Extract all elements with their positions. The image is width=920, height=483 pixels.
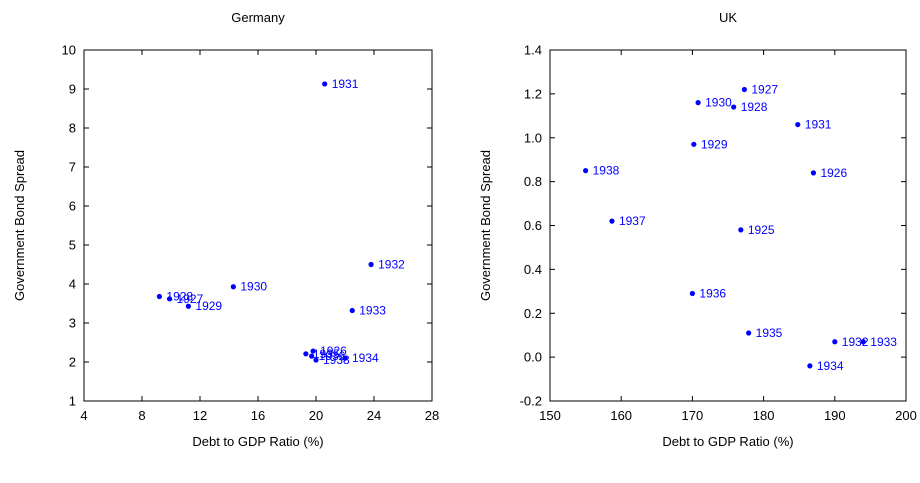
uk-point-label-1933: 1933 bbox=[870, 335, 897, 349]
uk-y-tick-label: 1.4 bbox=[524, 43, 542, 58]
uk-point-label-1935: 1935 bbox=[756, 326, 783, 340]
uk-point-1930 bbox=[695, 100, 701, 106]
uk-point-1933 bbox=[860, 339, 866, 345]
uk-chart-title: UK bbox=[719, 10, 737, 25]
uk-point-label-1931: 1931 bbox=[805, 118, 832, 132]
germany-y-tick-label: 9 bbox=[69, 82, 76, 97]
germany-point-1934 bbox=[342, 355, 348, 361]
uk-point-1931 bbox=[795, 121, 801, 128]
germany-y-tick-label: 4 bbox=[69, 277, 76, 292]
germany-point-1928 bbox=[156, 293, 162, 300]
germany-y-axis-label: Government Bond Spread bbox=[12, 150, 27, 301]
germany-x-tick-label: 16 bbox=[251, 408, 265, 423]
uk-point-label-1936: 1936 bbox=[699, 287, 726, 301]
uk-point-label-1932: 1932 bbox=[842, 335, 869, 349]
germany-point-label-1938: 1938 bbox=[323, 353, 350, 367]
germany-y-tick-label: 3 bbox=[69, 316, 76, 331]
uk-point-1926 bbox=[810, 170, 817, 176]
germany-chart-title: Germany bbox=[231, 10, 285, 25]
germany-point-label-1932: 1932 bbox=[378, 258, 405, 272]
uk-point-label-1926: 1926 bbox=[820, 166, 847, 180]
uk-x-axis-label: Debt to GDP Ratio (%) bbox=[662, 434, 793, 449]
uk-y-tick-label: 0.0 bbox=[524, 350, 542, 365]
uk-y-tick-label: 0.4 bbox=[524, 262, 542, 277]
uk-y-tick-label: 0.6 bbox=[524, 218, 542, 233]
uk-point-1927 bbox=[741, 86, 747, 93]
uk-point-label-1929: 1929 bbox=[701, 137, 728, 151]
uk-y-tick-label: 1.2 bbox=[524, 86, 542, 101]
uk-point-label-1925: 1925 bbox=[748, 223, 775, 237]
germany-point-1926 bbox=[310, 348, 316, 354]
germany-point-1929 bbox=[185, 303, 191, 309]
uk-point-1925 bbox=[738, 227, 744, 233]
uk-y-tick-label: 1.0 bbox=[524, 130, 542, 145]
germany-point-label-1928: 1928 bbox=[166, 289, 193, 303]
germany-x-tick-label: 20 bbox=[309, 408, 323, 423]
germany-plot-frame bbox=[83, 49, 433, 402]
uk-point-1937 bbox=[609, 218, 615, 224]
germany-x-tick-label: 12 bbox=[193, 408, 207, 423]
germany-point-1931 bbox=[322, 81, 328, 87]
germany-x-tick-label: 28 bbox=[425, 408, 439, 423]
uk-point-label-1928: 1928 bbox=[741, 100, 768, 114]
uk-x-tick-label: 170 bbox=[682, 408, 704, 423]
uk-point-label-1930: 1930 bbox=[705, 96, 732, 110]
germany-point-label-1931: 1931 bbox=[332, 77, 359, 91]
germany-point-label-1927: 1927 bbox=[177, 292, 204, 306]
germany-y-tick-label: 7 bbox=[69, 160, 76, 175]
germany-y-tick-label: 8 bbox=[69, 121, 76, 136]
uk-point-1936 bbox=[689, 290, 696, 297]
germany-point-1927 bbox=[166, 296, 173, 302]
uk-point-label-1938: 1938 bbox=[593, 164, 620, 178]
uk-x-tick-label: 150 bbox=[539, 408, 561, 423]
uk-point-1935 bbox=[746, 330, 752, 336]
germany-x-axis-label: Debt to GDP Ratio (%) bbox=[192, 434, 323, 449]
germany-y-tick-label: 6 bbox=[69, 199, 76, 214]
uk-point-label-1934: 1934 bbox=[817, 359, 844, 373]
germany-x-tick-label: 4 bbox=[80, 408, 87, 423]
uk-point-label-1937: 1937 bbox=[619, 214, 646, 228]
germany-point-1936 bbox=[309, 353, 315, 359]
germany-y-tick-label: 5 bbox=[69, 238, 76, 253]
germany-point-1933 bbox=[349, 307, 355, 314]
uk-point-1929 bbox=[691, 141, 697, 147]
uk-point-1928 bbox=[731, 104, 737, 110]
uk-point-1938 bbox=[583, 168, 589, 174]
uk-chart: UK 150 160 170 180 190 200 -0.2 0.0 0.2 0.4 0.6 0.8 1… bbox=[478, 10, 917, 449]
uk-point-label-1927: 1927 bbox=[751, 82, 778, 96]
uk-y-axis-label: Government Bond Spread bbox=[478, 150, 493, 301]
germany-x-tick-label: 8 bbox=[138, 408, 145, 423]
uk-x-tick-label: 180 bbox=[753, 408, 775, 423]
germany-x-tick-label: 24 bbox=[367, 408, 381, 423]
uk-point-1934 bbox=[807, 363, 813, 369]
germany-point-1932 bbox=[368, 261, 374, 268]
germany-point-1930 bbox=[230, 284, 236, 290]
uk-x-tick-label: 200 bbox=[895, 408, 917, 423]
germany-point-label-1934: 1934 bbox=[352, 351, 379, 365]
germany-point-1938 bbox=[313, 357, 319, 363]
germany-point-1935 bbox=[303, 351, 309, 357]
uk-y-tick-label: 0.8 bbox=[524, 174, 542, 189]
uk-x-tick-label: 160 bbox=[610, 408, 632, 423]
germany-y-tick-label: 2 bbox=[69, 355, 76, 370]
uk-point-1932 bbox=[832, 339, 838, 345]
uk-x-tick-label: 190 bbox=[824, 408, 846, 423]
germany-point-label-1929: 1929 bbox=[195, 299, 222, 313]
germany-point-label-1926: 1926 bbox=[320, 344, 347, 358]
germany-point-label-1936: 1936 bbox=[319, 349, 346, 363]
uk-y-tick-label: 0.2 bbox=[524, 306, 542, 321]
uk-y-tick-label: -0.2 bbox=[520, 394, 542, 409]
germany-point-label-1933: 1933 bbox=[359, 304, 386, 318]
germany-point-label-1930: 1930 bbox=[240, 280, 267, 294]
germany-y-tick-label: 10 bbox=[62, 43, 76, 58]
germany-point-label-1935: 1935 bbox=[313, 347, 340, 361]
germany-y-tick-label: 1 bbox=[69, 394, 76, 409]
